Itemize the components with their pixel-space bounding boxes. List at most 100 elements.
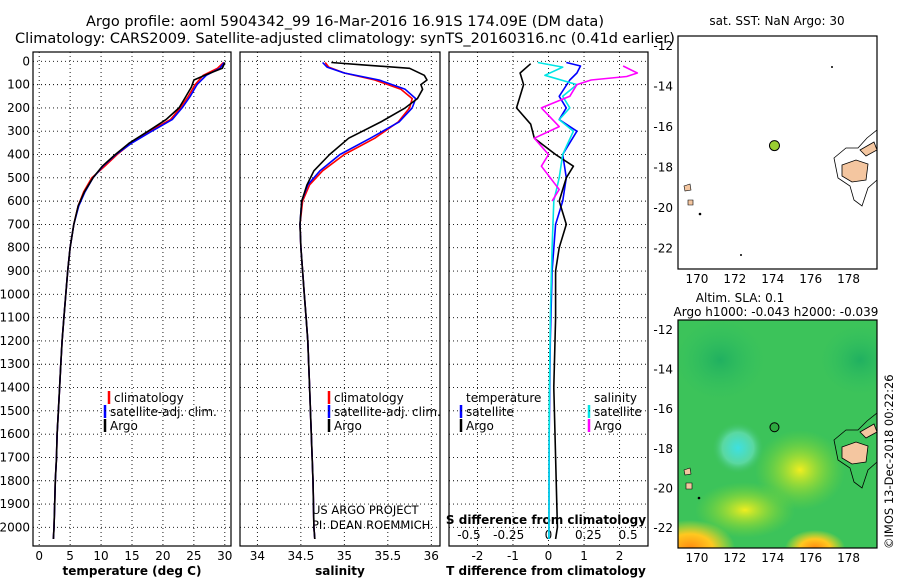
legend-satellite-label: satellite-adj. clim. [110,405,217,419]
depth-tick-label: 1400 [0,381,30,395]
map-x-tick-label: 172 [723,272,746,286]
fiji-outline [833,412,877,489]
s-tick-label: -0.25 [493,528,524,542]
map-y-tick-label: -20 [653,201,673,215]
map-y-tick-label: -18 [653,442,673,456]
difference-legend-salinity: salinity satellite Argo [587,391,642,433]
imos-stamp: ©IMOS 13-Dec-2018 00:22:26 [882,374,896,549]
depth-tick-label: 100 [7,78,30,92]
x-tick-label: 36 [424,549,439,563]
map-x-tick-label: 170 [685,551,708,565]
legend-salinity-heading: salinity [594,391,637,405]
legend-s-satellite-label: satellite [594,405,642,419]
sla-green-patch-2 [820,325,877,395]
depth-tick-label: 600 [7,194,30,208]
depth-tick-label: 1300 [0,357,30,371]
series-line-t-satellite [548,61,582,540]
island-small-1 [683,467,692,476]
salinity-legend: climatology satellite-adj. clim. Argo [327,391,441,433]
x-tick-label: 0 [35,549,43,563]
depth-tick-label: 1200 [0,334,30,348]
island-dot-1 [697,496,701,500]
s-tick-label: 0.5 [619,528,638,542]
series-line-s-argo [533,65,639,202]
legend-argo-label: Argo [334,419,362,433]
credit-line-2: PI: DEAN ROEMMICH [312,518,430,532]
legend-s-argo-label: Argo [594,419,622,433]
sst-map-title: sat. SST: NaN Argo: 30 [709,14,844,28]
profile-position-marker [768,140,780,152]
x-tick-label: 25 [186,549,201,563]
depth-tick-label: 1600 [0,427,30,441]
depth-tick-label: 700 [7,217,30,231]
x-tick-label: 34 [250,549,265,563]
x-tick-label: 34.5 [288,549,315,563]
salinity-panel: salinity climatology satellite-adj. clim… [239,51,441,578]
map-x-tick-label: 172 [723,551,746,565]
series-line-satellite-adj-clim- [52,62,225,540]
s-tick-label: -0.5 [457,528,480,542]
island-dot-3 [740,254,742,256]
x-tick-label: 35.5 [374,549,401,563]
x-tick-label: 30 [217,549,232,563]
depth-tick-label: 500 [7,171,30,185]
x-tick-label: -1 [507,549,519,563]
salinity-frame [239,51,441,547]
legend-argo-label: Argo [110,419,138,433]
temperature-xlabel: temperature (deg C) [63,564,202,578]
title-line-1: Argo profile: aoml 5904342_99 16-Mar-201… [86,14,604,30]
temperature-panel: temperature (deg C) climatology satellit… [32,51,232,578]
depth-tick-label: 300 [7,124,30,138]
map-x-tick-label: 170 [685,272,708,286]
sla-map-panel: Altim. SLA: 0.1 Argo h1000: -0.043 h2000… [674,291,879,549]
difference-xlabel: T difference from climatology [446,564,646,578]
map-x-tick-label: 174 [761,272,784,286]
difference-s-xlabel: S difference from climatology [446,513,646,527]
map-y-tick-label: -20 [653,482,673,496]
sla-yellow-patch-2 [695,482,795,538]
x-tick-label: 20 [155,549,170,563]
temperature-frame [32,51,232,547]
map-x-tick-label: 178 [837,272,860,286]
fiji-outline [833,129,878,207]
island-dot-1 [698,212,702,216]
x-tick-label: 0 [545,549,553,563]
series-line-argo [52,62,226,540]
island-viti-levu [841,159,869,183]
sst-map-panel: sat. SST: NaN Argo: 30 [677,14,878,270]
map-y-tick-label: -18 [653,161,673,175]
sla-heatmap [678,320,877,548]
depth-tick-label: 2000 [0,520,30,534]
island-small-2 [685,482,693,490]
x-tick-label: -2 [471,549,483,563]
series-line-climatology [52,61,225,540]
map-y-tick-label: -14 [653,80,673,94]
depth-tick-label: 1700 [0,450,30,464]
s-tick-label: 0.25 [575,528,602,542]
depth-tick-label: 900 [7,264,30,278]
legend-t-satellite-label: satellite [466,405,514,419]
sla-title-line-2: Argo h1000: -0.043 h2000: -0.039 [674,305,879,319]
title-line-2: Climatology: CARS2009. Satellite-adjuste… [15,31,675,47]
legend-temperature-heading: temperature [466,391,541,405]
x-tick-label: 10 [93,549,108,563]
map-x-tick-label: 178 [837,551,860,565]
map-y-tick-label: -16 [653,120,673,134]
sla-orange-patch [678,520,735,548]
salinity-xlabel: salinity [315,564,365,578]
map-y-tick-label: -12 [653,323,673,337]
map-x-tick-label: 176 [799,551,822,565]
series-line-t-argo [515,63,575,540]
temperature-legend: climatology satellite-adj. clim. Argo [103,391,217,433]
sla-cyan-patch [712,422,764,474]
depth-tick-label: 400 [7,148,30,162]
x-tick-label: 5 [66,549,74,563]
legend-t-argo-label: Argo [466,419,494,433]
island-vanua-levu [859,423,877,439]
depth-tick-label: 1100 [0,311,30,325]
credit-line-1: US ARGO PROJECT [312,503,420,517]
map-y-tick-label: -22 [653,242,673,256]
map-y-tick-label: -14 [653,363,673,377]
map-x-tick-label: 174 [761,551,784,565]
